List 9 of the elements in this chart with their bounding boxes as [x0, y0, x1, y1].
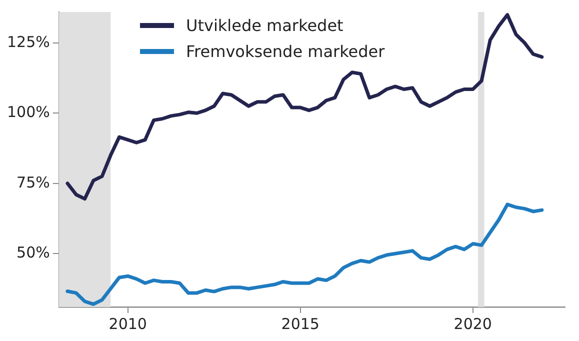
y-tick-label: 125%: [6, 32, 50, 51]
x-tick-label: 2010: [108, 314, 147, 333]
y-tick-label: 100%: [6, 103, 50, 122]
legend-label: Utviklede markedet: [186, 16, 344, 34]
y-tick-label: 50%: [16, 244, 50, 262]
y-tick-label: 75%: [16, 173, 50, 192]
x-tick-label: 2020: [454, 314, 492, 333]
legend-label: Fremvoksende markeder: [186, 42, 385, 60]
x-tick-label: 2015: [281, 314, 320, 333]
